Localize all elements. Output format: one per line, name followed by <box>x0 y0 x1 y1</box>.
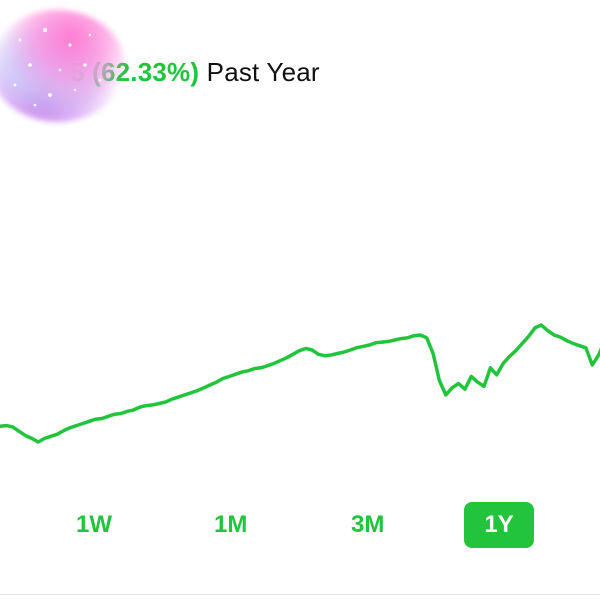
range-button-1m[interactable]: 1M <box>200 502 261 548</box>
range-button-3m[interactable]: 3M <box>337 502 398 548</box>
change-period: Past Year <box>206 57 320 87</box>
time-range-selector: 1W 1M 3M 1Y <box>0 500 600 550</box>
range-button-1y[interactable]: 1Y <box>464 502 534 548</box>
price-series-line <box>0 323 600 444</box>
sparkle-dots <box>13 28 102 107</box>
bottom-divider <box>0 594 600 595</box>
sparkle-overlay <box>0 10 125 122</box>
range-button-1w[interactable]: 1W <box>62 502 126 548</box>
